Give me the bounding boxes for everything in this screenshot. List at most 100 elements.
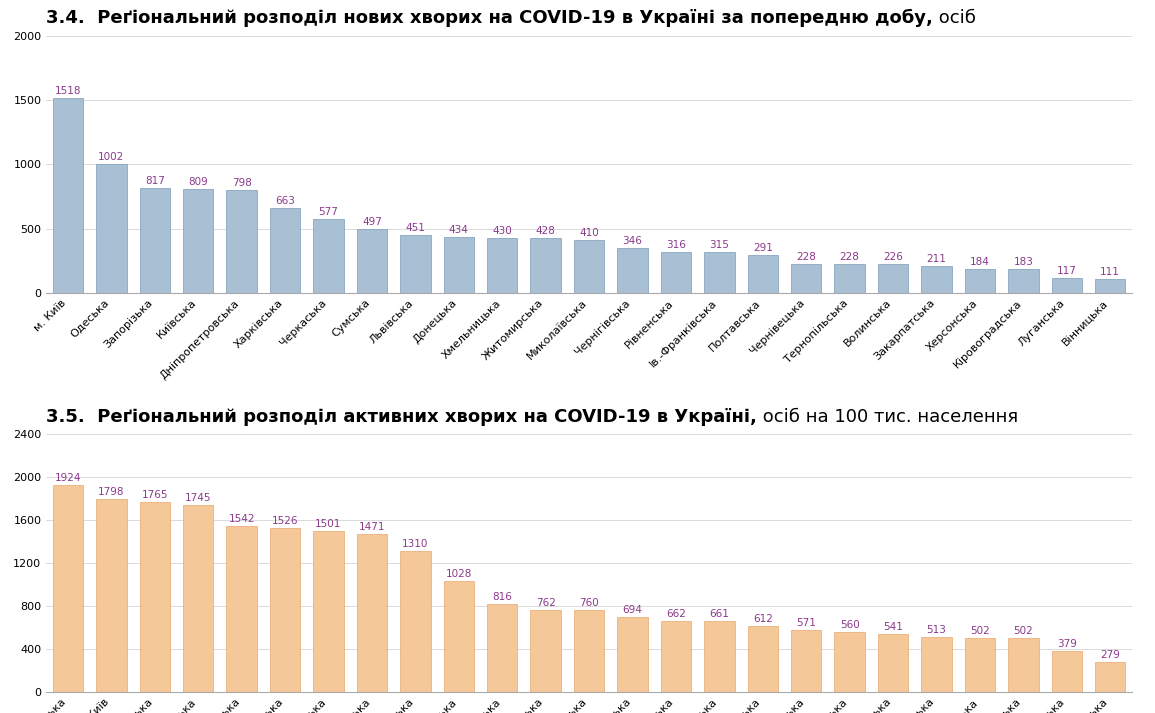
Text: 809: 809 (188, 177, 208, 187)
Bar (140, 503, 170, 692)
Text: 211: 211 (926, 254, 946, 264)
Text: 1526: 1526 (271, 516, 298, 526)
Text: 1518: 1518 (54, 86, 81, 96)
Bar (1008, 638, 1038, 692)
Bar (878, 634, 908, 692)
Bar (661, 620, 691, 692)
Bar (705, 621, 735, 692)
Bar (53, 98, 83, 293)
Bar (791, 630, 821, 692)
Text: 1745: 1745 (185, 493, 211, 503)
Bar (487, 237, 517, 293)
Text: 117: 117 (1057, 266, 1076, 276)
Text: 571: 571 (796, 618, 817, 628)
Text: осіб: осіб (933, 9, 976, 27)
Text: 1501: 1501 (315, 518, 342, 528)
Text: 315: 315 (709, 240, 729, 250)
Bar (313, 530, 344, 692)
Bar (1051, 651, 1082, 692)
Text: 541: 541 (884, 622, 903, 632)
Bar (444, 581, 474, 692)
Text: 111: 111 (1101, 267, 1120, 277)
Bar (574, 240, 604, 293)
Text: 762: 762 (536, 598, 556, 608)
Text: 379: 379 (1057, 639, 1076, 649)
Bar (791, 264, 821, 293)
Text: 817: 817 (144, 175, 165, 186)
Text: 184: 184 (970, 257, 990, 267)
Bar (1008, 270, 1038, 293)
Text: 612: 612 (753, 614, 773, 624)
Bar (270, 528, 300, 692)
Bar (313, 219, 344, 293)
Text: 497: 497 (362, 217, 382, 227)
Text: 226: 226 (884, 252, 903, 262)
Bar (530, 238, 561, 293)
Text: 1924: 1924 (54, 473, 81, 483)
Bar (444, 237, 474, 293)
Bar (400, 551, 431, 692)
Text: 1028: 1028 (446, 570, 472, 580)
Bar (617, 617, 648, 692)
Text: 816: 816 (492, 592, 512, 602)
Text: 1798: 1798 (98, 487, 125, 497)
Text: 430: 430 (492, 225, 512, 235)
Text: 228: 228 (796, 252, 817, 262)
Text: 1765: 1765 (142, 491, 167, 501)
Text: 513: 513 (926, 625, 946, 635)
Bar (1095, 662, 1125, 692)
Bar (747, 255, 778, 293)
Text: 3.4.  Реґіональний розподіл нових хворих на COVID-19 в Україні за попередню добу: 3.4. Реґіональний розподіл нових хворих … (46, 9, 933, 27)
Text: осіб на 100 тис. населення: осіб на 100 тис. населення (757, 408, 1019, 426)
Bar (140, 188, 170, 293)
Bar (530, 610, 561, 692)
Text: 1471: 1471 (359, 522, 385, 532)
Text: 3.5.  Реґіональний розподіл активних хворих на COVID-19 в Україні,: 3.5. Реґіональний розподіл активних хвор… (46, 408, 757, 426)
Bar (922, 266, 952, 293)
Bar (182, 505, 214, 692)
Bar (878, 264, 908, 293)
Text: 434: 434 (449, 225, 469, 235)
Text: 346: 346 (623, 236, 642, 246)
Text: 694: 694 (623, 605, 642, 615)
Text: 663: 663 (275, 195, 295, 205)
Bar (1095, 279, 1125, 293)
Text: 1002: 1002 (98, 152, 125, 162)
Bar (1051, 278, 1082, 293)
Text: 1310: 1310 (402, 539, 429, 549)
Text: 183: 183 (1013, 257, 1034, 267)
Text: 228: 228 (840, 252, 859, 262)
Bar (922, 637, 952, 692)
Text: 798: 798 (232, 178, 252, 188)
Bar (747, 626, 778, 692)
Bar (96, 164, 127, 293)
Bar (834, 264, 865, 293)
Bar (357, 534, 387, 692)
Bar (964, 638, 996, 692)
Bar (487, 604, 517, 692)
Bar (53, 486, 83, 692)
Bar (357, 229, 387, 293)
Text: 502: 502 (970, 626, 990, 636)
Text: 760: 760 (579, 598, 599, 608)
Bar (661, 252, 691, 293)
Text: 410: 410 (579, 228, 599, 238)
Text: 662: 662 (666, 609, 686, 619)
Bar (270, 207, 300, 293)
Bar (400, 235, 431, 293)
Text: 451: 451 (405, 223, 425, 233)
Text: 1542: 1542 (229, 514, 255, 524)
Text: 560: 560 (840, 620, 859, 630)
Bar (96, 499, 127, 692)
Bar (574, 610, 604, 692)
Text: 502: 502 (1013, 626, 1034, 636)
Bar (705, 252, 735, 293)
Text: 316: 316 (666, 240, 686, 250)
Bar (182, 189, 214, 293)
Text: 661: 661 (709, 609, 729, 619)
Bar (617, 248, 648, 293)
Text: 428: 428 (536, 226, 556, 236)
Bar (964, 270, 996, 293)
Bar (226, 190, 256, 293)
Text: 577: 577 (319, 207, 338, 217)
